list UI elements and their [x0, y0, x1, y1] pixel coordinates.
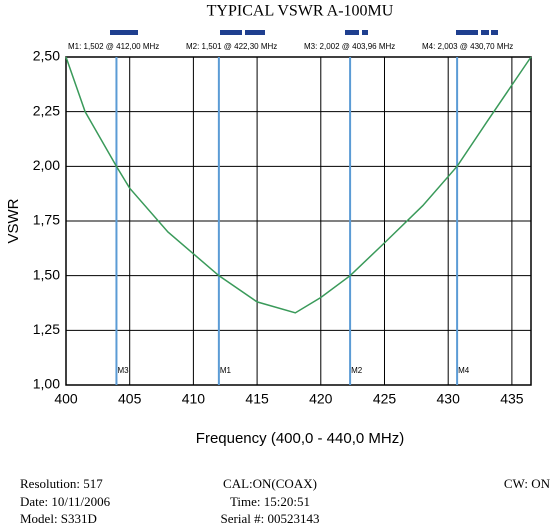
footer: Resolution: 517 Date: 10/11/2006 Model: … [20, 476, 550, 526]
y-tick-label: 1,75 [33, 212, 60, 228]
footer-text: Serial #: 00523143 [221, 511, 320, 526]
limit-bar [481, 30, 489, 35]
limit-bar [345, 30, 359, 35]
y-axis-label: VSWR [5, 198, 22, 243]
marker-name: M2 [351, 366, 363, 375]
chart-title: TYPICAL VSWR A-100MU [207, 3, 394, 20]
x-tick-label: 405 [118, 391, 142, 407]
limit-bar [110, 30, 138, 35]
y-tick-label: 2,00 [33, 157, 60, 173]
limit-bar [491, 30, 498, 35]
limit-bar [362, 30, 368, 35]
y-tick-label: 1,25 [33, 321, 60, 337]
marker-label: M1: 1,502 @ 412,00 MHz [68, 42, 159, 51]
x-tick-label: 410 [182, 391, 206, 407]
marker-name: M1 [220, 366, 232, 375]
marker-label: M4: 2,003 @ 430,70 MHz [422, 42, 513, 51]
line-series [65, 56, 532, 314]
marker-label: M3: 2,002 @ 403,96 MHz [304, 42, 395, 51]
y-tick-label: 2,50 [33, 48, 60, 64]
footer-text: Time: 15:20:51 [230, 494, 310, 509]
x-tick-label: 430 [437, 391, 461, 407]
y-tick-label: 2,25 [33, 102, 60, 118]
limit-bar [245, 30, 265, 35]
footer-text: CAL:ON(COAX) [223, 476, 317, 491]
footer-text: Resolution: 517 [20, 476, 103, 491]
x-tick-label: 420 [309, 391, 333, 407]
x-tick-label: 415 [245, 391, 269, 407]
marker-name: M4 [458, 366, 470, 375]
marker-name: M3 [117, 366, 129, 375]
footer-text: Date: 10/11/2006 [20, 494, 111, 509]
x-tick-label: 435 [500, 391, 524, 407]
x-tick-label: 425 [373, 391, 397, 407]
limit-bars [110, 30, 498, 35]
marker-label: M2: 1,501 @ 422,30 MHz [186, 42, 277, 51]
limit-bar [220, 30, 242, 35]
footer-text: CW: ON [504, 476, 550, 491]
x-tick-label: 400 [54, 391, 78, 407]
footer-text: Model: S331D [20, 511, 97, 526]
y-tick-label: 1,50 [33, 266, 60, 282]
x-axis-label: Frequency (400,0 - 440,0 MHz) [196, 430, 404, 447]
limit-bar [456, 30, 478, 35]
y-tick-label: 1,00 [33, 376, 60, 392]
